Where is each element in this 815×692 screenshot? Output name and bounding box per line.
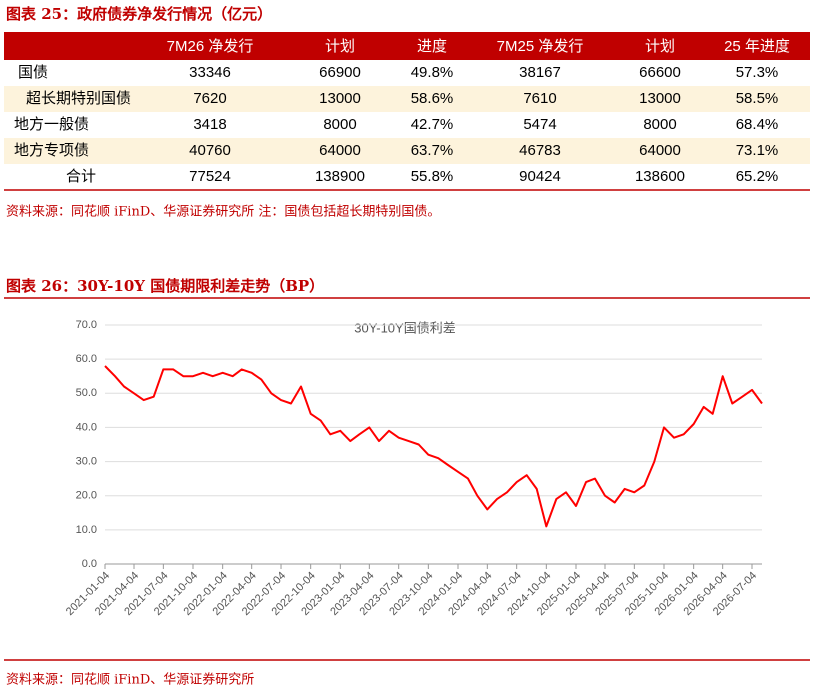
cell: 64000 [639, 142, 681, 159]
cell: 7610 [523, 90, 556, 107]
cell: 73.1% [736, 142, 779, 159]
row-band [4, 138, 810, 164]
y-tick-label: 30.0 [76, 455, 97, 467]
row-label: 地方专项债 [14, 142, 89, 159]
y-tick-label: 0.0 [82, 558, 97, 570]
cell: 138600 [635, 168, 685, 185]
cell: 68.4% [736, 116, 779, 133]
cell: 66600 [639, 64, 681, 81]
cell: 55.8% [411, 168, 454, 185]
cell: 33346 [189, 64, 231, 81]
cell: 65.2% [736, 168, 779, 185]
cell: 63.7% [411, 142, 454, 159]
cell: 38167 [519, 64, 561, 81]
cell: 3418 [193, 116, 226, 133]
cell: 8000 [643, 116, 676, 133]
cell: 7620 [193, 90, 226, 107]
cell: 8000 [323, 116, 356, 133]
row-label: 合计 [66, 168, 96, 185]
column-header: 进度 [417, 38, 447, 55]
y-tick-label: 40.0 [76, 421, 97, 433]
cell: 66900 [319, 64, 361, 81]
cell: 13000 [319, 90, 361, 107]
row-label: 地方一般债 [14, 116, 89, 133]
cell: 64000 [319, 142, 361, 159]
cell: 5474 [523, 116, 556, 133]
cell: 57.3% [736, 64, 779, 81]
source: 资料来源：同花顺 iFinD、华源证券研究所 注：国债包括超长期特别国债。 [6, 204, 440, 220]
figure-title: 图表 26：30Y-10Y 国债期限利差走势（BP） [6, 277, 324, 295]
cell: 49.8% [411, 64, 454, 81]
figure-title: 图表 25：政府债券净发行情况（亿元） [6, 5, 272, 23]
column-header: 25 年进度 [724, 38, 790, 55]
y-tick-label: 10.0 [76, 524, 97, 536]
y-tick-label: 60.0 [76, 353, 97, 365]
column-header: 计划 [645, 38, 675, 55]
cell: 58.6% [411, 90, 454, 107]
cell: 138900 [315, 168, 365, 185]
table-header [4, 32, 810, 60]
line [104, 365, 763, 528]
cell: 13000 [639, 90, 681, 107]
row-label: 超长期特别国债 [26, 90, 131, 107]
cell: 46783 [519, 142, 561, 159]
column-header: 计划 [325, 38, 355, 55]
source: 资料来源：同花顺 iFinD、华源证券研究所 [6, 672, 254, 688]
cell: 42.7% [411, 116, 454, 133]
row-label: 国债 [18, 64, 48, 81]
cell: 40760 [189, 142, 231, 159]
chart-title: 30Y-10Y国债利差 [354, 320, 455, 335]
row-band [4, 86, 810, 112]
cell: 77524 [189, 168, 231, 185]
y-tick-label: 20.0 [76, 490, 97, 502]
cell: 58.5% [736, 90, 779, 107]
column-header: 7M25 净发行 [497, 38, 584, 55]
cell: 90424 [519, 168, 561, 185]
y-tick-label: 70.0 [76, 319, 97, 331]
column-header: 7M26 净发行 [167, 38, 254, 55]
y-tick-label: 50.0 [76, 387, 97, 399]
